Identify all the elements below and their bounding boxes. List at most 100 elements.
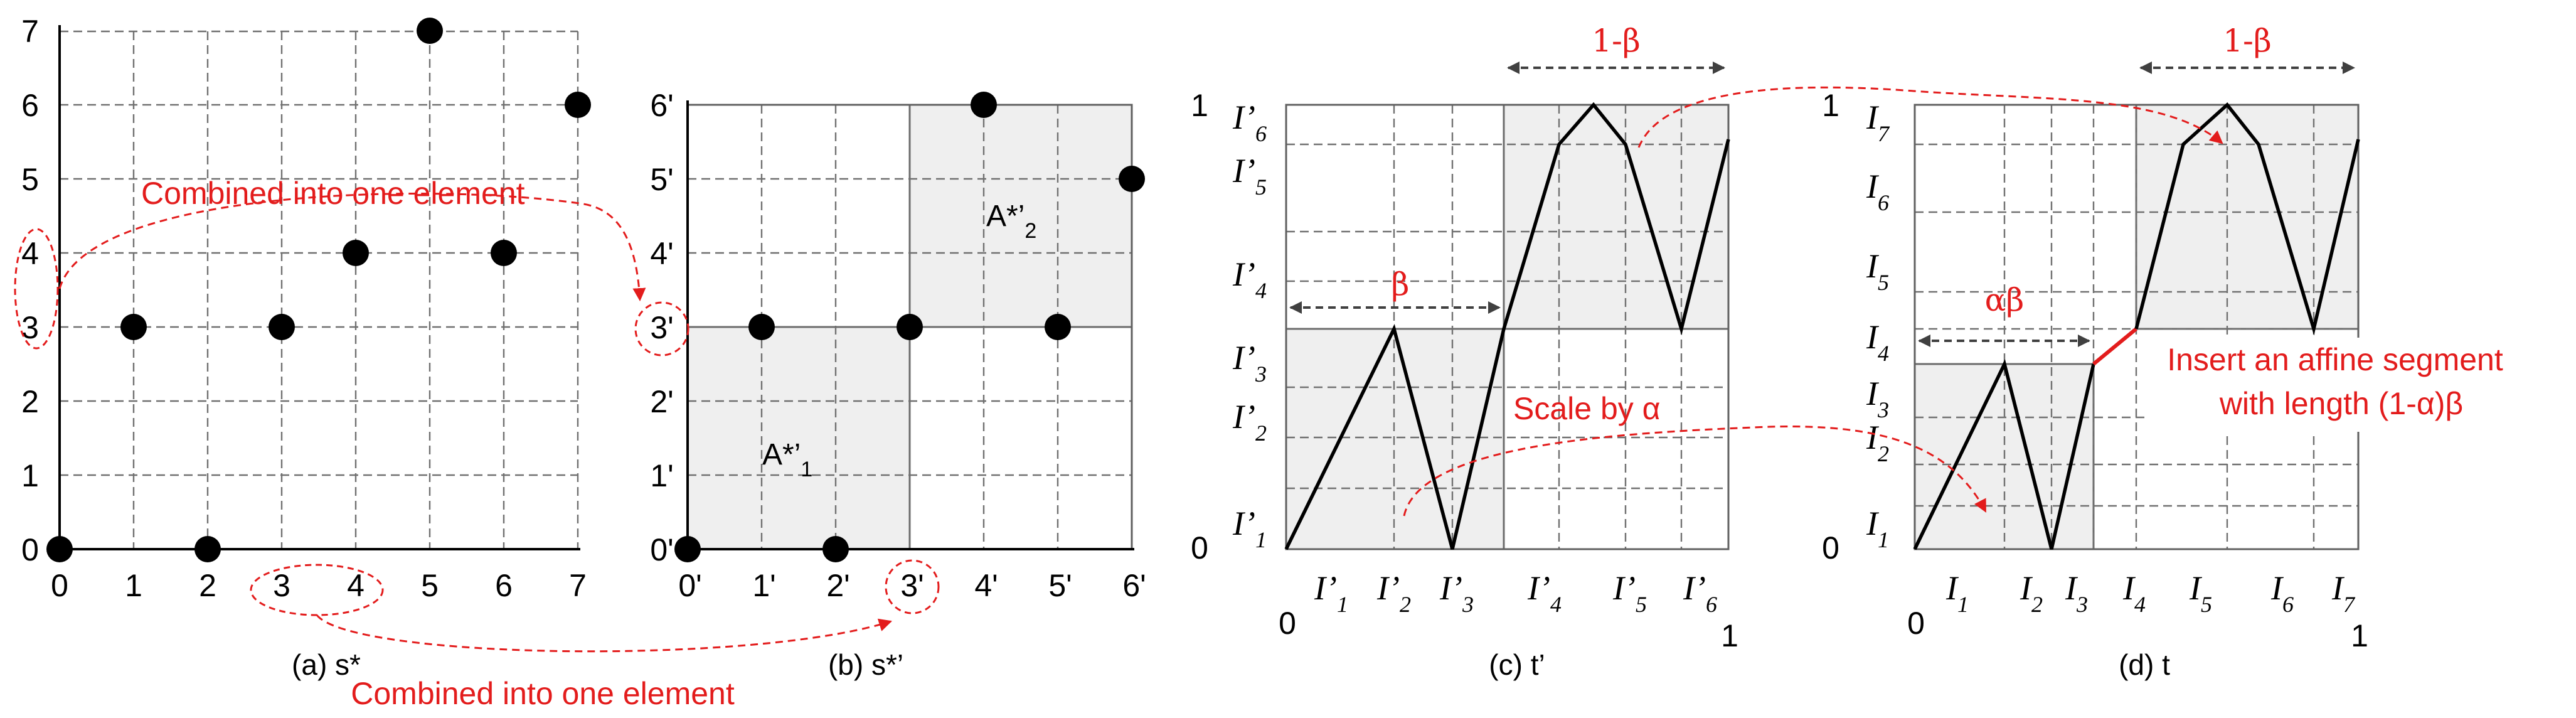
panel-d-y-label: I1 xyxy=(1866,505,1889,552)
panel-a-x-ticks: 0 1 2 3 4 5 6 7 xyxy=(51,568,587,603)
panel-c-y-labels: I’1 I’2 I’3 I’4 I’5 I’6 xyxy=(1232,99,1267,552)
insert-annotation-line2: with length (1-α)β xyxy=(2219,386,2463,421)
panel-b-y-tick: 6' xyxy=(650,88,673,123)
panel-a-y-tick: 5 xyxy=(21,162,39,197)
sequence-point xyxy=(194,536,221,562)
panel-a-grid xyxy=(60,30,579,549)
panel-d-x-label: I1 xyxy=(1945,569,1969,617)
sequence-point xyxy=(971,92,997,118)
panel-c-y-label: I’5 xyxy=(1232,152,1267,200)
combine-arrow-y xyxy=(58,192,646,302)
panel-c-x-label: I’6 xyxy=(1683,569,1717,617)
panel-b-x-tick: 2' xyxy=(826,568,849,603)
panel-c-x-label: I’2 xyxy=(1376,569,1411,617)
panel-d-one-minus-beta-label: 1-β xyxy=(2223,23,2272,59)
sequence-point xyxy=(897,314,923,340)
panel-a-y-tick: 2 xyxy=(21,384,39,419)
panel-c-caption: (c) t’ xyxy=(1489,648,1545,681)
region-a2-label: A*’2 xyxy=(986,200,1036,243)
panel-d-alpha-beta-label: αβ xyxy=(1985,282,2025,318)
panel-d-x-label: I7 xyxy=(2331,569,2356,617)
panel-c: β 1-β 1 0 0 1 I’1 I’2 I’3 I’4 I’5 I’6 I’… xyxy=(1191,23,1738,681)
panel-c-curve xyxy=(1284,102,1730,550)
panel-a-y-tick: 0 xyxy=(21,532,39,567)
panel-a-y-tick: 6 xyxy=(21,88,39,123)
panel-d-y-labels: I1 I2 I3 I4 I5 I6 I7 xyxy=(1866,99,1890,552)
panel-b-x-ticks: 0' 1' 2' 3' 4' 5' 6' xyxy=(678,568,1146,603)
panel-a-points xyxy=(46,18,591,562)
sequence-point xyxy=(491,240,517,266)
panel-d-box-right xyxy=(2135,104,2360,330)
panel-d-y-zero: 0 xyxy=(1822,530,1839,565)
panel-a-y-tick: 7 xyxy=(21,14,39,49)
panel-d: αβ 1-β 1 0 0 1 I1 I2 I3 I4 I5 I6 I7 I1 I… xyxy=(1822,23,2522,681)
panel-a-x-tick: 3 xyxy=(273,568,290,603)
panel-b-y-ticks: 0' 1' 2' 3' 4' 5' 6' xyxy=(650,88,673,567)
panel-c-x-label: I’5 xyxy=(1612,569,1647,617)
panel-b-y-tick: 4' xyxy=(650,236,673,271)
panel-c-x-label: I’4 xyxy=(1527,569,1562,617)
panel-c-origin: 0 xyxy=(1279,606,1296,641)
panel-d-x-label: I2 xyxy=(2020,569,2043,617)
panel-a-x-tick: 7 xyxy=(569,568,587,603)
panel-d-x-label: I3 xyxy=(2065,569,2088,617)
sequence-point xyxy=(1119,166,1145,192)
insert-annotation-line1: Insert an affine segment xyxy=(2167,342,2503,377)
panel-a-x-tick: 5 xyxy=(421,568,439,603)
panel-a: 0 1 2 3 4 5 6 7 0 1 2 3 4 5 6 7 Combined… xyxy=(14,14,591,681)
panel-b-x-tick: 4' xyxy=(974,568,998,603)
panel-a-y-tick: 1 xyxy=(21,458,39,493)
copy-arrow xyxy=(1637,86,2223,148)
panel-d-y-label: I7 xyxy=(1866,99,1890,146)
panel-d-y-label: I6 xyxy=(1866,168,1889,215)
panel-c-box-left xyxy=(1285,328,1505,550)
panel-d-caption: (d) t xyxy=(2119,648,2170,681)
panel-c-frame xyxy=(1285,104,1730,550)
sequence-point xyxy=(674,536,701,562)
panel-d-y-label: I5 xyxy=(1866,247,1889,295)
panel-b-x-tick: 1' xyxy=(752,568,775,603)
scale-annotation: Scale by α xyxy=(1513,391,1661,426)
panel-d-y-label: I4 xyxy=(1866,318,1889,366)
panel-d-x-label: I6 xyxy=(2270,569,2294,617)
panel-d-origin: 0 xyxy=(1907,606,1925,641)
panel-b-y-tick: 3' xyxy=(650,310,673,345)
sequence-point xyxy=(417,18,443,44)
panel-d-y-label: I3 xyxy=(1866,375,1889,422)
panel-d-curve-right xyxy=(2134,102,2360,336)
panel-b-caption: (b) s*’ xyxy=(828,648,903,681)
panel-b-x-tick: 3' xyxy=(900,568,923,603)
panel-c-grid xyxy=(1286,105,1728,549)
panel-a-caption: (a) s* xyxy=(292,648,361,681)
combine-arrow-x xyxy=(316,614,893,653)
sequence-point xyxy=(120,314,147,340)
panel-c-beta-label: β xyxy=(1392,266,1410,303)
panel-c-y-label: I’4 xyxy=(1232,255,1267,303)
panel-a-x-tick: 2 xyxy=(199,568,216,603)
panel-d-x-label: I5 xyxy=(2189,569,2212,617)
panel-d-frame xyxy=(1913,104,2360,550)
panel-c-y-label: I’6 xyxy=(1232,99,1267,146)
panel-d-x-label: I4 xyxy=(2122,569,2146,617)
panel-b-y-tick: 5' xyxy=(650,162,673,197)
panel-b-y-target-circle xyxy=(634,301,689,356)
sequence-point xyxy=(822,536,849,562)
panel-b-x-tick: 6' xyxy=(1122,568,1146,603)
panel-d-curve-left xyxy=(1913,359,2095,550)
panel-d-x-end: 1 xyxy=(2351,618,2368,653)
panel-d-affine-segment xyxy=(2092,327,2137,366)
sequence-point xyxy=(1045,314,1071,340)
insert-note-backdrop xyxy=(2149,338,2522,432)
panel-b: 0' 1' 2' 3' 4' 5' 6' 0' 1' 2' 3' 4' 5' 6… xyxy=(634,88,1146,681)
sequence-point xyxy=(46,536,73,562)
panel-a-y-group-ellipse xyxy=(14,228,59,350)
panel-c-x-label: I’1 xyxy=(1314,569,1348,617)
panel-b-x-tick: 5' xyxy=(1048,568,1072,603)
sequence-point xyxy=(343,240,369,266)
panel-a-x-tick: 0 xyxy=(51,568,68,603)
sequence-point xyxy=(565,92,591,118)
panel-d-y-top: 1 xyxy=(1822,88,1839,123)
panel-a-x-tick: 1 xyxy=(125,568,142,603)
sequence-point xyxy=(269,314,295,340)
panel-a-y-tick: 3 xyxy=(21,310,39,345)
